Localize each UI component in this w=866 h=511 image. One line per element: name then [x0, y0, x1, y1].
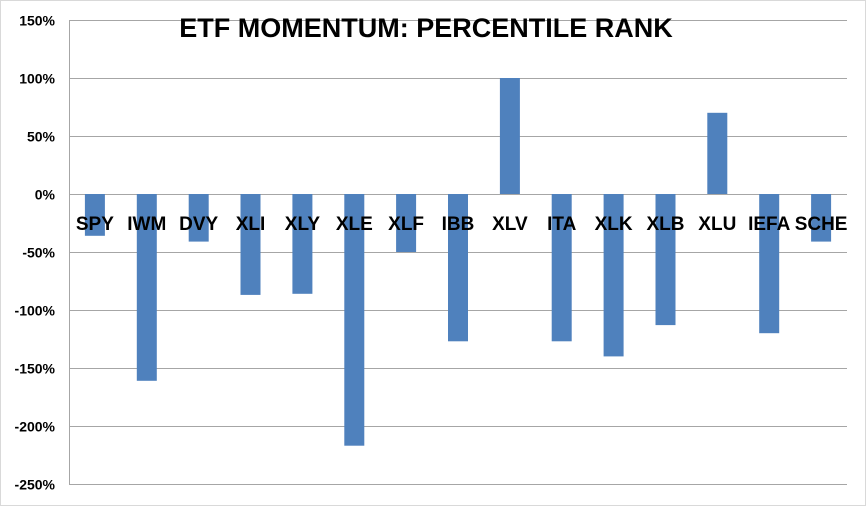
y-tick-label: -250%	[15, 477, 56, 493]
bar-xlk	[603, 194, 624, 357]
category-label-ibb: IBB	[442, 214, 475, 235]
gridlines	[69, 20, 847, 485]
bar-iefa	[759, 194, 780, 334]
category-labels: SPY IWM DVY XLI XLY XLE XLF IBB XLV ITA XLK XLB XLU I…	[76, 214, 848, 235]
y-tick-label: -150%	[15, 361, 56, 377]
category-label-xlv: XLV	[492, 214, 528, 235]
y-tick-label: -200%	[15, 419, 56, 435]
bar-iwm	[136, 194, 157, 381]
category-label-sche: SCHE	[795, 214, 848, 235]
y-tick-label: -50%	[22, 245, 55, 261]
chart-title: ETF MOMENTUM: PERCENTILE RANK	[179, 13, 673, 43]
y-tick-label: 150%	[19, 13, 55, 29]
bar-dvy	[188, 194, 209, 242]
bar-ibb	[448, 194, 468, 342]
bar-xly	[292, 194, 313, 294]
bars	[84, 78, 832, 446]
category-label-xlk: XLK	[595, 214, 633, 235]
category-label-xli: XLI	[236, 214, 266, 235]
bar-sche	[811, 194, 832, 242]
category-label-xly: XLY	[285, 214, 321, 235]
bar-xlu	[707, 112, 728, 194]
y-tick-label: 100%	[19, 71, 55, 87]
bar-xli	[240, 194, 261, 295]
bar-xlf	[396, 194, 417, 252]
category-label-ita: ITA	[547, 214, 576, 235]
bar-xlb	[655, 194, 676, 326]
category-label-xle: XLE	[336, 214, 373, 235]
category-label-iwm: IWM	[127, 214, 166, 235]
bar-ita	[551, 194, 572, 342]
y-tick-label: 50%	[27, 129, 56, 145]
category-label-spy: SPY	[76, 214, 114, 235]
y-tick-label: -100%	[15, 303, 56, 319]
bar-spy	[84, 194, 105, 236]
y-tick-label: 0%	[35, 187, 56, 203]
bar-xle	[344, 194, 365, 446]
category-label-iefa: IEFA	[748, 214, 791, 235]
category-label-xlf: XLF	[388, 214, 424, 235]
category-label-xlu: XLU	[698, 214, 736, 235]
bar-xlv	[499, 78, 520, 194]
y-axis-ticks: 150% 100% 50% 0% -50% -100% -150% -200% -250%	[15, 13, 56, 493]
category-label-dvy: DVY	[179, 214, 218, 235]
category-label-xlb: XLB	[647, 214, 685, 235]
